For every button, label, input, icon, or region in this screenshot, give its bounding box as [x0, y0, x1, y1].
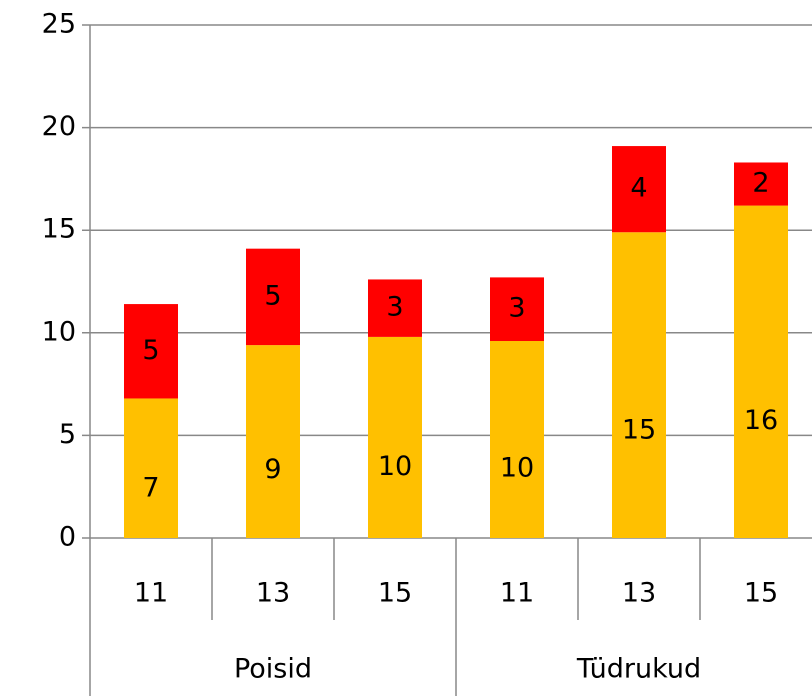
bar-segment — [246, 248, 300, 346]
data-label: 2 — [752, 168, 769, 199]
data-label: 16 — [744, 405, 778, 436]
bar-segment — [368, 336, 422, 538]
bar-segment — [612, 146, 666, 233]
x-tick-label: 13 — [256, 578, 290, 609]
bar-segment — [368, 279, 422, 337]
y-tick-label: 10 — [42, 316, 76, 347]
data-label: 9 — [264, 454, 281, 485]
x-tick-label: 11 — [500, 578, 534, 609]
group-label: Tüdrukud — [576, 654, 701, 685]
bar-segment — [490, 277, 544, 342]
data-label: 3 — [386, 292, 403, 323]
x-tick-label: 15 — [744, 578, 778, 609]
y-tick-label: 25 — [42, 9, 76, 40]
data-label: 5 — [264, 280, 281, 311]
bar-segment — [734, 205, 788, 539]
data-label: 5 — [142, 335, 159, 366]
x-tick-label: 11 — [134, 578, 168, 609]
bar-segment — [734, 162, 788, 206]
data-label: 10 — [500, 453, 534, 484]
data-label: 3 — [508, 293, 525, 324]
y-tick-label: 5 — [59, 419, 76, 450]
data-label: 15 — [622, 414, 656, 445]
y-tick-label: 20 — [42, 111, 76, 142]
bar-segment — [612, 232, 666, 538]
data-label: 7 — [142, 473, 159, 504]
bar-segment — [124, 304, 178, 399]
y-tick-label: 0 — [59, 522, 76, 553]
bar-segment — [490, 341, 544, 538]
x-tick-label: 13 — [622, 578, 656, 609]
data-label: 10 — [378, 451, 412, 482]
y-tick-label: 15 — [42, 214, 76, 245]
bar-segment — [246, 345, 300, 538]
x-tick-label: 15 — [378, 578, 412, 609]
group-label: Poisid — [234, 654, 312, 685]
data-label: 4 — [630, 173, 647, 204]
bar-segment — [124, 398, 178, 538]
